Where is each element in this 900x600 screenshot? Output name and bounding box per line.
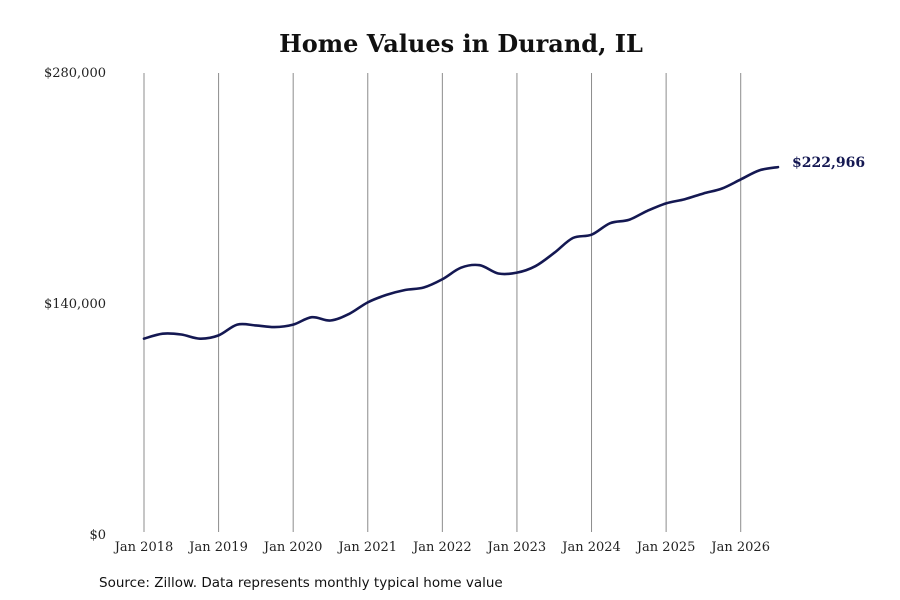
y-tick-label: $140,000 xyxy=(44,297,106,312)
end-value-label: $222,966 xyxy=(792,155,865,171)
chart-title: Home Values in Durand, IL xyxy=(279,29,643,58)
vertical-gridlines xyxy=(143,73,742,532)
x-tick-label: Jan 2022 xyxy=(411,540,472,555)
y-axis-tick-labels: $0 $140,000 $280,000 xyxy=(44,66,106,543)
y-tick-label: $280,000 xyxy=(44,66,106,81)
x-tick-label: Jan 2020 xyxy=(262,540,323,555)
x-tick-label: Jan 2025 xyxy=(635,540,696,555)
x-axis-tick-labels: Jan 2018 Jan 2019 Jan 2020 Jan 2021 Jan 2022… xyxy=(113,540,770,555)
x-tick-label: Jan 2023 xyxy=(486,540,547,555)
series-line-home-value xyxy=(142,165,780,340)
x-tick-label: Jan 2019 xyxy=(187,540,248,555)
x-tick-label: Jan 2024 xyxy=(560,540,621,555)
source-note: Source: Zillow. Data represents monthly … xyxy=(99,575,503,591)
x-tick-label: Jan 2026 xyxy=(709,540,770,555)
x-tick-label: Jan 2021 xyxy=(336,540,397,555)
x-tick-label: Jan 2018 xyxy=(113,540,174,555)
y-tick-label: $0 xyxy=(89,528,106,543)
